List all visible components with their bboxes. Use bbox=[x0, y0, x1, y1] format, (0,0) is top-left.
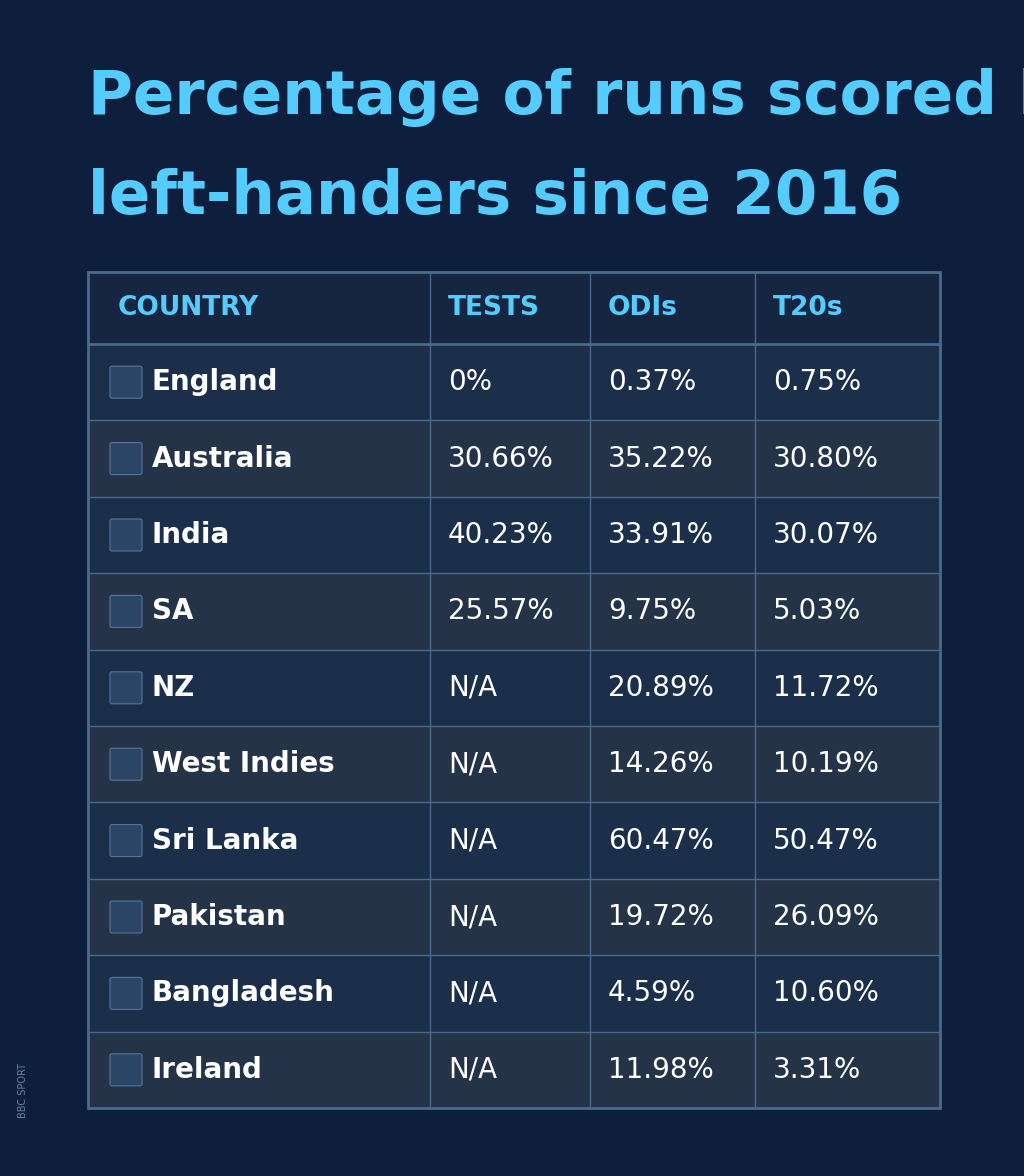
Text: 30.80%: 30.80% bbox=[773, 445, 879, 473]
Text: 33.91%: 33.91% bbox=[608, 521, 714, 549]
Text: ODIs: ODIs bbox=[608, 295, 678, 321]
Text: 10.19%: 10.19% bbox=[773, 750, 879, 779]
FancyBboxPatch shape bbox=[110, 366, 142, 399]
Text: 20.89%: 20.89% bbox=[608, 674, 714, 702]
Bar bbox=[88, 955, 940, 1031]
Text: T20s: T20s bbox=[773, 295, 844, 321]
Text: 30.07%: 30.07% bbox=[773, 521, 879, 549]
Text: India: India bbox=[152, 521, 230, 549]
Text: TESTS: TESTS bbox=[449, 295, 540, 321]
Text: 14.26%: 14.26% bbox=[608, 750, 714, 779]
Text: 25.57%: 25.57% bbox=[449, 597, 554, 626]
Bar bbox=[88, 649, 940, 726]
Text: NZ: NZ bbox=[152, 674, 196, 702]
Text: 11.72%: 11.72% bbox=[773, 674, 879, 702]
Text: N/A: N/A bbox=[449, 903, 497, 931]
Text: COUNTRY: COUNTRY bbox=[118, 295, 259, 321]
Bar bbox=[88, 345, 940, 420]
Bar bbox=[88, 802, 940, 878]
Text: N/A: N/A bbox=[449, 750, 497, 779]
Bar bbox=[88, 878, 940, 955]
Text: 3.31%: 3.31% bbox=[773, 1056, 861, 1084]
Text: West Indies: West Indies bbox=[152, 750, 335, 779]
Text: Bangladesh: Bangladesh bbox=[152, 980, 335, 1008]
Bar bbox=[88, 573, 940, 649]
FancyBboxPatch shape bbox=[110, 748, 142, 780]
Text: 19.72%: 19.72% bbox=[608, 903, 714, 931]
FancyBboxPatch shape bbox=[110, 442, 142, 475]
FancyBboxPatch shape bbox=[110, 977, 142, 1009]
Text: SA: SA bbox=[152, 597, 194, 626]
Text: 26.09%: 26.09% bbox=[773, 903, 879, 931]
Bar bbox=[88, 272, 940, 1108]
FancyBboxPatch shape bbox=[110, 1054, 142, 1085]
Text: 5.03%: 5.03% bbox=[773, 597, 861, 626]
Bar bbox=[88, 496, 940, 573]
Text: Pakistan: Pakistan bbox=[152, 903, 287, 931]
Text: England: England bbox=[152, 368, 279, 396]
Text: Percentage of runs scored by: Percentage of runs scored by bbox=[88, 68, 1024, 127]
Text: N/A: N/A bbox=[449, 674, 497, 702]
Text: Australia: Australia bbox=[152, 445, 294, 473]
Text: 4.59%: 4.59% bbox=[608, 980, 696, 1008]
Text: BBC SPORT: BBC SPORT bbox=[18, 1062, 28, 1117]
FancyBboxPatch shape bbox=[110, 901, 142, 933]
Text: 11.98%: 11.98% bbox=[608, 1056, 714, 1084]
Text: Ireland: Ireland bbox=[152, 1056, 263, 1084]
Text: left-handers since 2016: left-handers since 2016 bbox=[88, 168, 902, 227]
Text: 35.22%: 35.22% bbox=[608, 445, 714, 473]
Text: 40.23%: 40.23% bbox=[449, 521, 554, 549]
Bar bbox=[88, 1031, 940, 1108]
Bar bbox=[88, 272, 940, 345]
Text: 0%: 0% bbox=[449, 368, 492, 396]
FancyBboxPatch shape bbox=[110, 595, 142, 628]
Text: N/A: N/A bbox=[449, 827, 497, 855]
Text: Sri Lanka: Sri Lanka bbox=[152, 827, 298, 855]
Bar bbox=[88, 726, 940, 802]
FancyBboxPatch shape bbox=[110, 519, 142, 552]
Text: 0.37%: 0.37% bbox=[608, 368, 696, 396]
Text: 0.75%: 0.75% bbox=[773, 368, 861, 396]
FancyBboxPatch shape bbox=[110, 824, 142, 856]
Text: N/A: N/A bbox=[449, 980, 497, 1008]
Text: 50.47%: 50.47% bbox=[773, 827, 879, 855]
Text: 30.66%: 30.66% bbox=[449, 445, 554, 473]
Text: 9.75%: 9.75% bbox=[608, 597, 696, 626]
FancyBboxPatch shape bbox=[110, 671, 142, 703]
Text: N/A: N/A bbox=[449, 1056, 497, 1084]
Bar bbox=[88, 420, 940, 496]
Text: 60.47%: 60.47% bbox=[608, 827, 714, 855]
Text: 10.60%: 10.60% bbox=[773, 980, 879, 1008]
